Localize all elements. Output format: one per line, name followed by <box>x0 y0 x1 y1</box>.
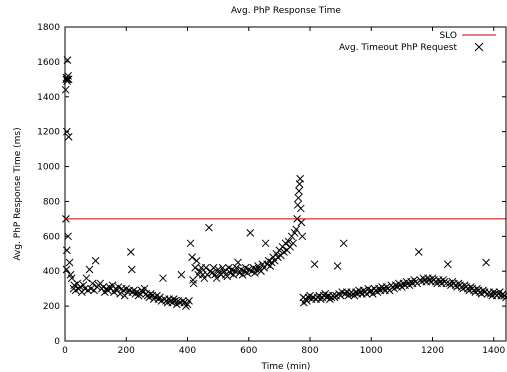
data-point <box>482 258 490 267</box>
data-point <box>296 204 305 213</box>
data-point <box>126 248 135 256</box>
data-point <box>192 256 201 265</box>
scatter-points <box>61 56 507 310</box>
data-point <box>91 256 100 265</box>
data-point <box>191 263 200 272</box>
data-point <box>177 270 186 279</box>
data-point <box>296 174 305 183</box>
x-axis-title: Time (min) <box>261 362 311 372</box>
y-tick-label: 800 <box>43 197 60 207</box>
data-point <box>246 228 255 237</box>
data-point <box>339 239 348 248</box>
legend: SLO Avg. Timeout PhP Request <box>339 31 496 53</box>
data-point <box>127 265 136 274</box>
data-point <box>61 85 70 94</box>
x-tick-label: 1400 <box>482 346 505 356</box>
y-tick-label: 1800 <box>37 23 60 33</box>
data-point <box>284 237 293 246</box>
legend-label-slo: SLO <box>440 31 458 41</box>
data-point <box>333 262 342 270</box>
data-point <box>292 225 301 234</box>
data-point <box>297 218 306 227</box>
data-point <box>295 187 303 195</box>
legend-label-timeout: Avg. Timeout PhP Request <box>339 43 457 53</box>
x-tick-label: 1200 <box>421 346 444 356</box>
data-point <box>88 279 97 288</box>
data-point <box>202 263 210 272</box>
data-point <box>85 265 94 274</box>
y-tick-label: 600 <box>43 232 60 242</box>
y-tick-label: 1000 <box>37 163 60 173</box>
y-tick-label: 400 <box>43 267 60 277</box>
data-point <box>159 274 167 283</box>
data-point <box>62 246 71 255</box>
axis-ticks: 0 200 400 600 800 1000 1200 1400 0 200 400 600 800 10… <box>37 23 506 356</box>
x-tick-label: 600 <box>240 346 257 356</box>
data-point <box>64 133 73 141</box>
data-point <box>185 297 193 305</box>
data-point <box>442 279 451 288</box>
data-point <box>62 127 71 136</box>
y-tick-label: 1200 <box>37 128 60 138</box>
data-point <box>232 263 241 272</box>
data-point <box>65 258 74 267</box>
data-point <box>212 274 221 283</box>
x-tick-label: 400 <box>179 346 196 356</box>
data-point <box>443 260 452 269</box>
data-point <box>298 232 307 241</box>
legend-marker-timeout <box>474 42 484 52</box>
x-tick-label: 200 <box>118 346 135 356</box>
data-point <box>82 274 91 283</box>
data-point <box>64 232 72 241</box>
data-point <box>189 279 198 288</box>
plot-frame <box>64 26 507 342</box>
data-point <box>205 223 213 232</box>
y-tick-label: 200 <box>43 302 60 312</box>
y-tick-label: 0 <box>54 337 60 347</box>
data-point <box>209 263 218 272</box>
y-axis-title: Avg. PhP Response Time (ms) <box>13 127 23 260</box>
x-tick-label: 1000 <box>360 346 383 356</box>
chart-title: Avg. PhP Response Time <box>231 6 341 16</box>
data-point <box>64 75 73 84</box>
x-tick-label: 800 <box>301 346 318 356</box>
data-point <box>414 248 423 256</box>
y-tick-label: 1400 <box>37 93 60 103</box>
data-point <box>294 194 303 202</box>
y-tick-label: 1600 <box>37 58 60 68</box>
data-point <box>62 265 71 274</box>
x-tick-label: 0 <box>62 346 68 356</box>
data-point <box>140 284 149 293</box>
data-point <box>186 239 195 248</box>
data-point <box>289 239 298 248</box>
data-point <box>234 258 242 267</box>
data-point <box>310 260 319 269</box>
data-point <box>188 253 196 262</box>
data-point <box>261 239 270 248</box>
